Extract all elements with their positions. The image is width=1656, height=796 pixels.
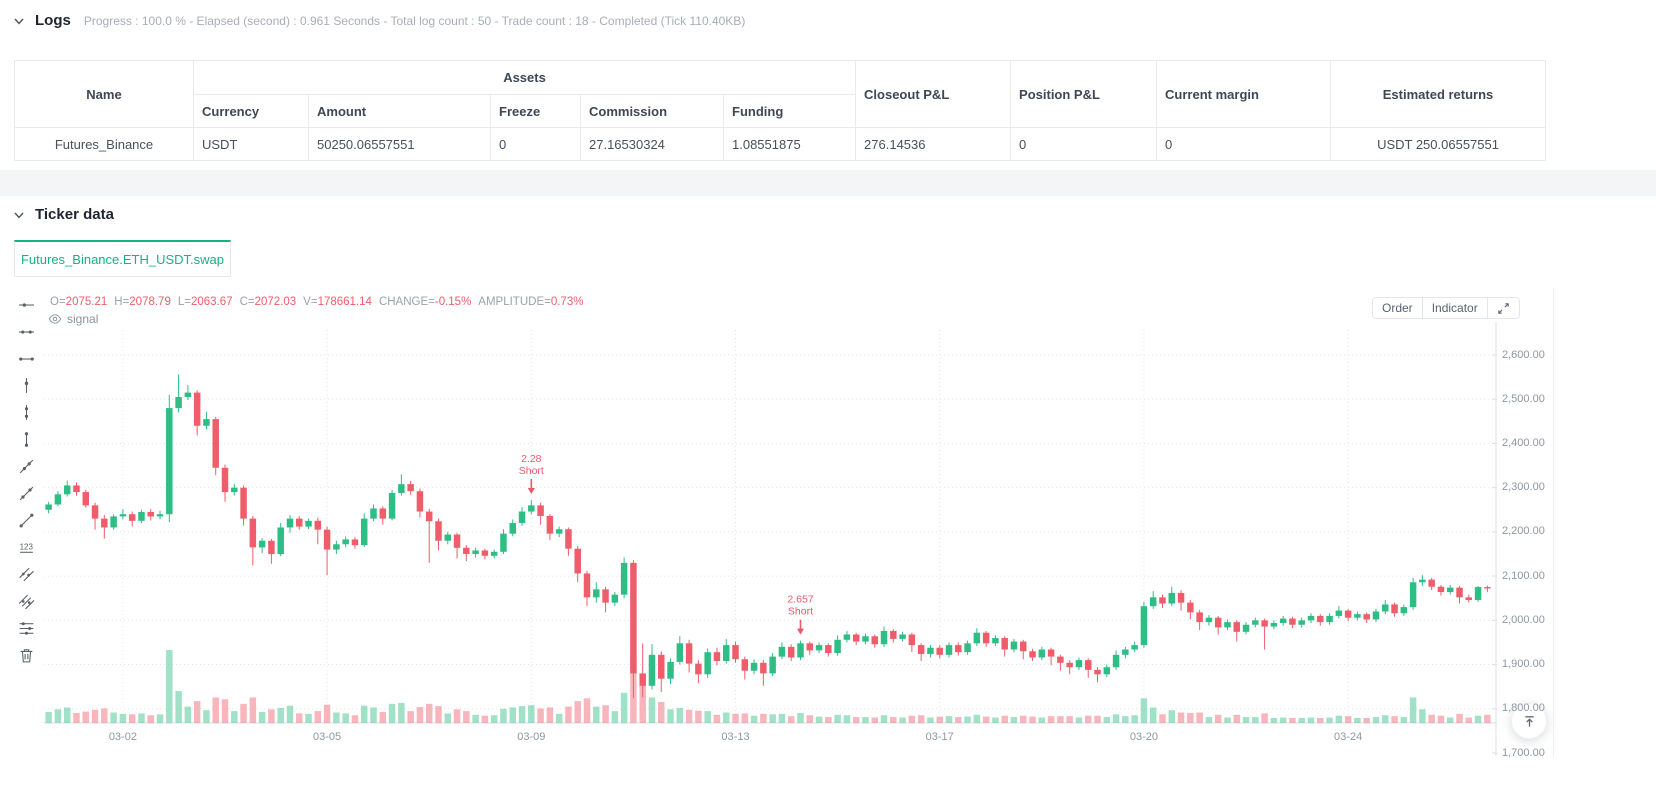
x-axis-label: 03-13 [721, 731, 750, 743]
back-to-top-button[interactable] [1511, 703, 1547, 739]
col-group-assets: Assets [192, 60, 857, 95]
y-axis-label: 2,000.00 [1502, 613, 1545, 626]
cell-freeze: 0 [490, 127, 581, 161]
tool-horizontal-line-icon[interactable] [18, 323, 35, 340]
y-axis-label: 1,700.00 [1502, 746, 1545, 759]
fullscreen-button[interactable] [1488, 298, 1519, 318]
section-divider [0, 170, 1656, 196]
y-axis-label: 1,900.00 [1502, 658, 1545, 671]
logs-title: Logs [35, 12, 71, 29]
legend-item: L=2063.67 [177, 296, 233, 308]
trade-signal-side: Short [788, 606, 813, 618]
col-header-current-margin: Current margin [1156, 60, 1332, 128]
signal-overlay-label: signal [67, 312, 99, 326]
y-axis-label: 2,500.00 [1502, 392, 1545, 405]
x-axis-label: 03-24 [1334, 731, 1363, 743]
tool-trend-ray-icon[interactable] [18, 458, 35, 475]
col-header-closeout-pnl: Closeout P&L [855, 60, 1012, 128]
trade-signal-label: 2.657 [787, 594, 813, 606]
legend-item: V=178661.14 [303, 296, 372, 308]
ticker-section-header: Ticker data [12, 206, 114, 223]
tool-price-note-icon[interactable]: 123 [18, 539, 35, 556]
chart-right-border [1553, 288, 1554, 756]
eye-icon[interactable] [48, 312, 62, 326]
col-header-currency: Currency [193, 94, 309, 128]
col-header-commission: Commission [580, 94, 724, 128]
x-axis-label: 03-17 [925, 731, 954, 743]
x-axis-label: 03-09 [517, 731, 546, 743]
y-axis-label: 2,400.00 [1502, 436, 1545, 449]
order-button[interactable]: Order [1373, 298, 1423, 318]
tool-vertical-line-icon[interactable] [18, 404, 35, 421]
legend-item: C=2072.03 [239, 296, 297, 308]
cell-currency: USDT [193, 127, 309, 161]
y-axis-label: 2,300.00 [1502, 481, 1545, 494]
col-header-position-pnl: Position P&L [1010, 60, 1158, 128]
y-axis-label: 2,200.00 [1502, 525, 1545, 538]
tool-delete-icon[interactable] [18, 647, 35, 664]
drawing-toolbar: 123 [18, 296, 38, 664]
legend-item: H=2078.79 [114, 296, 171, 308]
tool-trend-segment-icon[interactable] [18, 512, 35, 529]
cell-funding: 1.08551875 [722, 127, 857, 161]
cell-closeout-pnl: 276.14536 [855, 127, 1012, 161]
y-axis-label: 1,800.00 [1502, 702, 1545, 715]
col-header-amount: Amount [308, 94, 491, 128]
signal-overlay-row: signal [48, 312, 98, 326]
table-row: Futures_Binance USDT 50250.06557551 0 27… [14, 127, 1547, 161]
logs-progress-meta: Progress : 100.0 % - Elapsed (second) : … [83, 13, 746, 28]
tool-vertical-segment-icon[interactable] [18, 431, 35, 448]
col-header-funding: Funding [722, 94, 857, 128]
cell-name: Futures_Binance [14, 127, 194, 161]
tool-horizontal-segment-icon[interactable] [18, 350, 35, 367]
trade-signal-label: 2.28 [521, 453, 542, 465]
y-axis-label: 2,600.00 [1502, 348, 1545, 361]
tool-fib-retracement-icon[interactable] [18, 620, 35, 637]
legend-item: CHANGE=-0.15% [378, 296, 472, 308]
cell-estimated-returns: USDT 250.06557551 [1330, 127, 1547, 161]
legend-item: AMPLITUDE=0.73% [478, 296, 584, 308]
y-axis-label: 2,100.00 [1502, 569, 1545, 582]
cell-commission: 27.16530324 [580, 127, 724, 161]
legend-item: O=2075.21 [50, 296, 108, 308]
x-axis-label: 03-05 [313, 731, 342, 743]
collapse-ticker-chevron-icon[interactable] [12, 208, 26, 222]
ohlc-legend: O=2075.21 H=2078.79 L=2063.67 C=2072.03 V=17… [50, 296, 583, 308]
col-header-estimated-returns: Estimated returns [1330, 60, 1547, 128]
logs-section-header: Logs Progress : 100.0 % - Elapsed (secon… [12, 12, 745, 29]
indicator-button[interactable]: Indicator [1423, 298, 1488, 318]
tool-parallel-lines-icon[interactable] [18, 566, 35, 583]
col-header-freeze: Freeze [490, 94, 581, 128]
trade-signal-side: Short [519, 465, 544, 477]
cell-amount: 50250.06557551 [308, 127, 491, 161]
chart-actions: Order Indicator [1372, 297, 1520, 319]
tool-parallel-channel-icon[interactable] [18, 593, 35, 610]
x-axis-label: 03-20 [1129, 731, 1158, 743]
tool-horizontal-ray-icon[interactable] [18, 296, 35, 313]
tab-futures-binance-eth-usdt-swap[interactable]: Futures_Binance.ETH_USDT.swap [14, 240, 231, 277]
expand-icon [1498, 302, 1509, 314]
cell-current-margin: 0 [1156, 127, 1332, 161]
tool-vertical-ray-icon[interactable] [18, 377, 35, 394]
cell-position-pnl: 0 [1010, 127, 1158, 161]
x-axis-label: 03-02 [108, 731, 137, 743]
tool-trend-line-icon[interactable] [18, 485, 35, 502]
collapse-logs-chevron-icon[interactable] [12, 14, 26, 28]
ticker-title: Ticker data [35, 206, 114, 223]
account-summary-table: Name Assets Closeout P&L Position P&L Cu… [14, 60, 1547, 161]
arrow-up-to-line-icon [1524, 715, 1534, 727]
col-header-name: Name [14, 60, 194, 128]
svg-text:123: 123 [20, 543, 34, 552]
